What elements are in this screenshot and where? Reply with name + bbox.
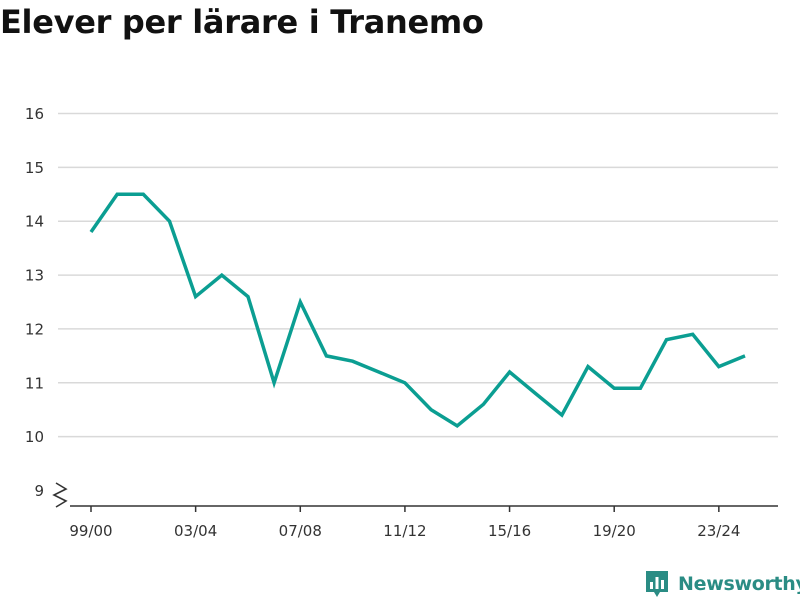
x-tick-label-11-12: 11/12 — [383, 522, 426, 540]
x-tick-label-07-08: 07/08 — [279, 522, 322, 540]
x-tick-label-19-20: 19/20 — [593, 522, 636, 540]
y-tick-label-11: 11 — [25, 374, 44, 392]
x-tick-label-23-24: 23/24 — [697, 522, 740, 540]
y-gridlines — [58, 112, 778, 438]
y-axis-break-icon — [52, 482, 68, 508]
y-tick-label-13: 13 — [25, 267, 44, 285]
series-line-0 — [89, 192, 746, 429]
y-tick-label-16: 16 — [25, 105, 44, 123]
x-tick-label-03-04: 03/04 — [174, 522, 217, 540]
newsworthy-logo-icon — [646, 571, 668, 597]
x-tick-label-99-00: 99/00 — [69, 522, 112, 540]
y-axis-tick-labels: 9 10 11 12 13 14 15 16 — [25, 105, 44, 500]
y-tick-label-9: 9 — [34, 482, 44, 500]
y-tick-label-10: 10 — [25, 428, 44, 446]
series-group — [89, 192, 746, 429]
x-axis — [52, 482, 778, 508]
y-tick-label-15: 15 — [25, 159, 44, 177]
chart-title: Elever per lärare i Tranemo — [0, 3, 484, 41]
x-tick-label-15-16: 15/16 — [488, 522, 531, 540]
newsworthy-brand: Newsworthy — [644, 568, 800, 600]
x-axis-ticks: 99/00 03/04 07/08 11/12 15/16 19/20 23/24 — [69, 506, 740, 540]
brand-name: Newsworthy — [678, 573, 800, 595]
y-tick-label-12: 12 — [25, 320, 44, 338]
y-tick-label-14: 14 — [25, 213, 44, 231]
